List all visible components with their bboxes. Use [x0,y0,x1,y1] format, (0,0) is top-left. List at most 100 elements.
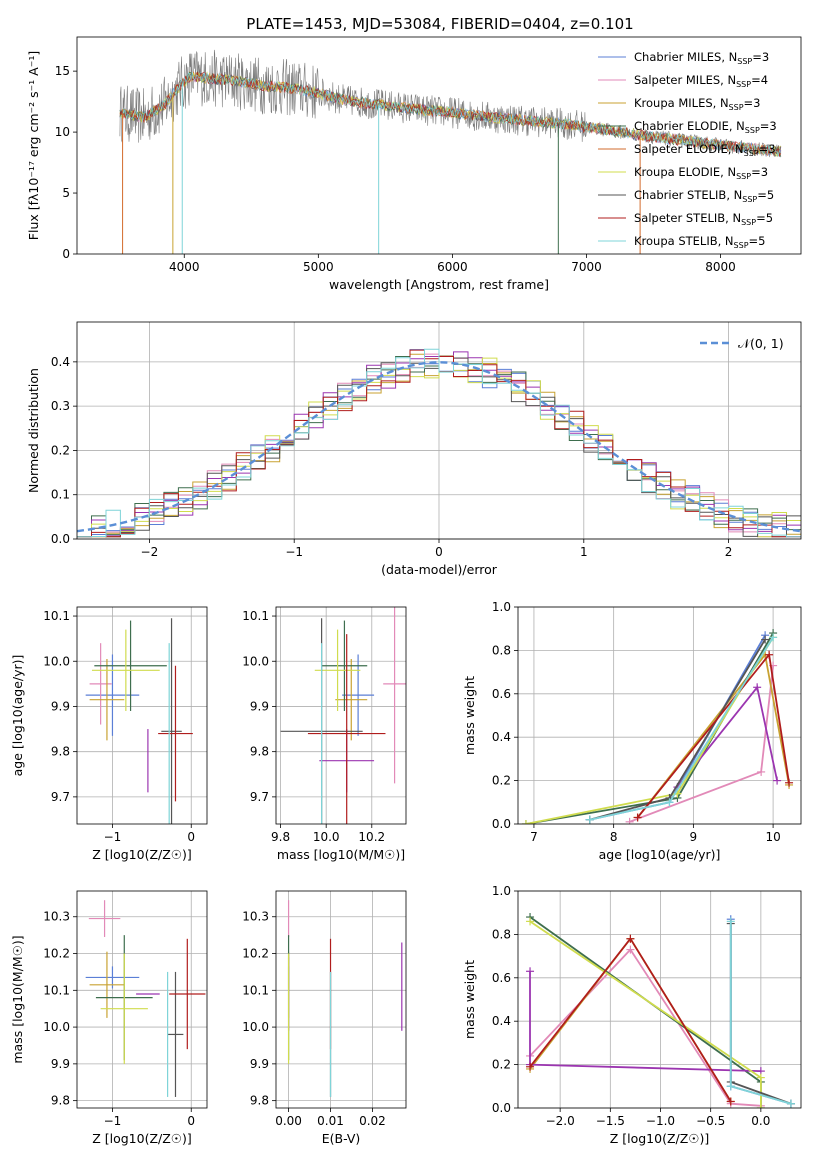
y-tick-label: 0.4 [492,1014,511,1028]
x-tick-label: 0.0 [751,1114,770,1128]
x-tick-label: 1 [580,545,588,559]
legend-entry: Kroupa MILES, NSSP=3 [634,96,760,112]
y-tick-label: 1.0 [492,884,511,898]
x-tick-label: 4000 [169,260,200,274]
x-tick-label: 7 [530,830,538,844]
x-tick-label: 0 [435,545,443,559]
x-tick-label: −1 [104,830,122,844]
x-tick-label: 0.00 [275,1114,302,1128]
y-tick-label: 9.7 [250,790,269,804]
y-tick-label: 10.2 [242,947,269,961]
axes-frame [275,890,407,1109]
y-tick-label: 0 [62,247,70,261]
x-tick-label: 0 [187,830,195,844]
axes-frame [76,321,802,540]
panel-5: −1 0 9.8 9.9 10.0 10.1 10.2 10.3 Z [log10(Z/Z☉)]… [10,890,208,1146]
x-tick-label: 8 [610,830,618,844]
y-axis-label: Flux [fλ10⁻¹⁷ erg cm⁻² s⁻¹ A⁻¹] [26,51,41,240]
axes-frame [76,890,208,1109]
y-tick-label: 0.2 [492,1058,511,1072]
y-tick-label: 10.1 [242,983,269,997]
plot-area-7 [526,913,795,1108]
x-tick-label: −1 [285,545,303,559]
y-tick-label: 9.8 [51,1094,70,1108]
x-axis-label: Z [log10(Z/Z☉)] [610,1131,710,1146]
y-tick-label: 5 [62,186,70,200]
y-tick-label: 9.9 [51,699,70,713]
y-tick-label: 10.0 [43,1020,70,1034]
x-tick-label: −0.5 [696,1114,725,1128]
y-tick-label: 9.9 [250,1057,269,1071]
legend-entry: Salpeter ELODIE, NSSP=3 [634,142,776,158]
x-axis-label: age [log10(age/yr)] [599,847,721,862]
y-tick-label: 9.9 [51,1057,70,1071]
x-axis-label: wavelength [Angstrom, rest frame] [329,277,549,292]
y-tick-label: 15 [55,64,70,78]
x-axis-label: E(B-V) [322,1131,361,1146]
x-axis-label: Z [log10(Z/Z☉)] [92,1131,192,1146]
y-tick-label: 10.0 [242,654,269,668]
x-tick-label: 8000 [705,260,736,274]
y-tick-label: 10.3 [242,910,269,924]
axes-frame [76,36,802,255]
y-tick-label: 9.7 [51,790,70,804]
y-tick-label: 0.8 [492,927,511,941]
y-axis-label: age [log10(age/yr)] [10,655,25,777]
x-tick-label: −2 [141,545,159,559]
x-tick-label: 0.01 [317,1114,344,1128]
x-tick-label: −1.5 [596,1114,625,1128]
y-tick-label: 9.9 [250,699,269,713]
y-tick-label: 9.8 [250,1094,269,1108]
panel-1: −2 −1 0 1 2 0.0 0.1 0.2 0.3 0.4 (data-model)/error… [26,321,802,577]
y-tick-label: 0.4 [492,730,511,744]
normal-reference-curve [77,361,801,533]
legend-entry: Salpeter STELIB, NSSP=5 [634,211,773,227]
y-axis-label: mass weight [462,960,477,1039]
y-tick-label: 0.2 [51,443,70,457]
axes-frame [517,890,802,1109]
x-tick-label: 10.2 [358,830,385,844]
x-axis-label: Z [log10(Z/Z☉)] [92,847,192,862]
plot-area-2 [85,618,193,824]
y-tick-label: 0.2 [492,774,511,788]
axes-frame [275,606,407,825]
y-tick-label: 9.8 [51,745,70,759]
x-tick-label: 10.0 [313,830,340,844]
panel-2: −1 0 9.7 9.8 9.9 10.0 10.1 Z [log10(Z/Z☉)] age [… [10,606,208,862]
panel-0: 4000 5000 6000 7000 8000 0 5 10 15 wavelength [An… [26,36,802,292]
y-tick-label: 0.6 [492,687,511,701]
x-tick-label: 10 [765,830,780,844]
y-tick-label: 10.1 [43,609,70,623]
y-tick-label: 10.1 [242,609,269,623]
x-tick-label: 6000 [437,260,468,274]
y-tick-label: 10.2 [43,947,70,961]
y-tick-label: 10.0 [43,654,70,668]
legend-entry: Kroupa STELIB, NSSP=5 [634,234,765,250]
axes-frame [76,606,208,825]
y-axis-label: mass weight [462,676,477,755]
panel-3: 9.8 10.0 10.2 9.7 9.8 9.9 10.0 10.1 mass [log10(… [242,606,407,862]
plot-area-6 [287,900,403,1097]
x-tick-label: 9 [690,830,698,844]
legend-entry: Kroupa ELODIE, NSSP=3 [634,165,768,181]
y-tick-label: 0.3 [51,399,70,413]
y-tick-label: 0.8 [492,643,511,657]
legend-entry: Salpeter MILES, NSSP=4 [634,73,768,89]
legend-entry: Chabrier ELODIE, NSSP=3 [634,119,777,135]
legend: Chabrier MILES, NSSP=3 Salpeter MILES, NS… [598,50,777,250]
x-tick-label: −1 [104,1114,122,1128]
model-spectrum-line [119,71,782,158]
x-tick-label: 5000 [303,260,334,274]
legend-entry: Chabrier MILES, NSSP=3 [634,50,769,66]
y-tick-label: 0.4 [51,355,70,369]
x-axis-label: mass [log10(M/M☉)] [277,847,405,862]
y-tick-label: 1.0 [492,600,511,614]
panel-7: −2.0 −1.5 −1.0 −0.5 0.0 0.0 0.2 0.4 0.6 0.8 1.0 Z [… [462,884,802,1146]
y-tick-label: 0.0 [51,532,70,546]
y-tick-label: 0.0 [492,1101,511,1115]
y-tick-label: 0.0 [492,817,511,831]
plot-area-3 [280,607,406,824]
x-tick-label: 0.02 [359,1114,386,1128]
y-tick-label: 10 [55,125,70,139]
